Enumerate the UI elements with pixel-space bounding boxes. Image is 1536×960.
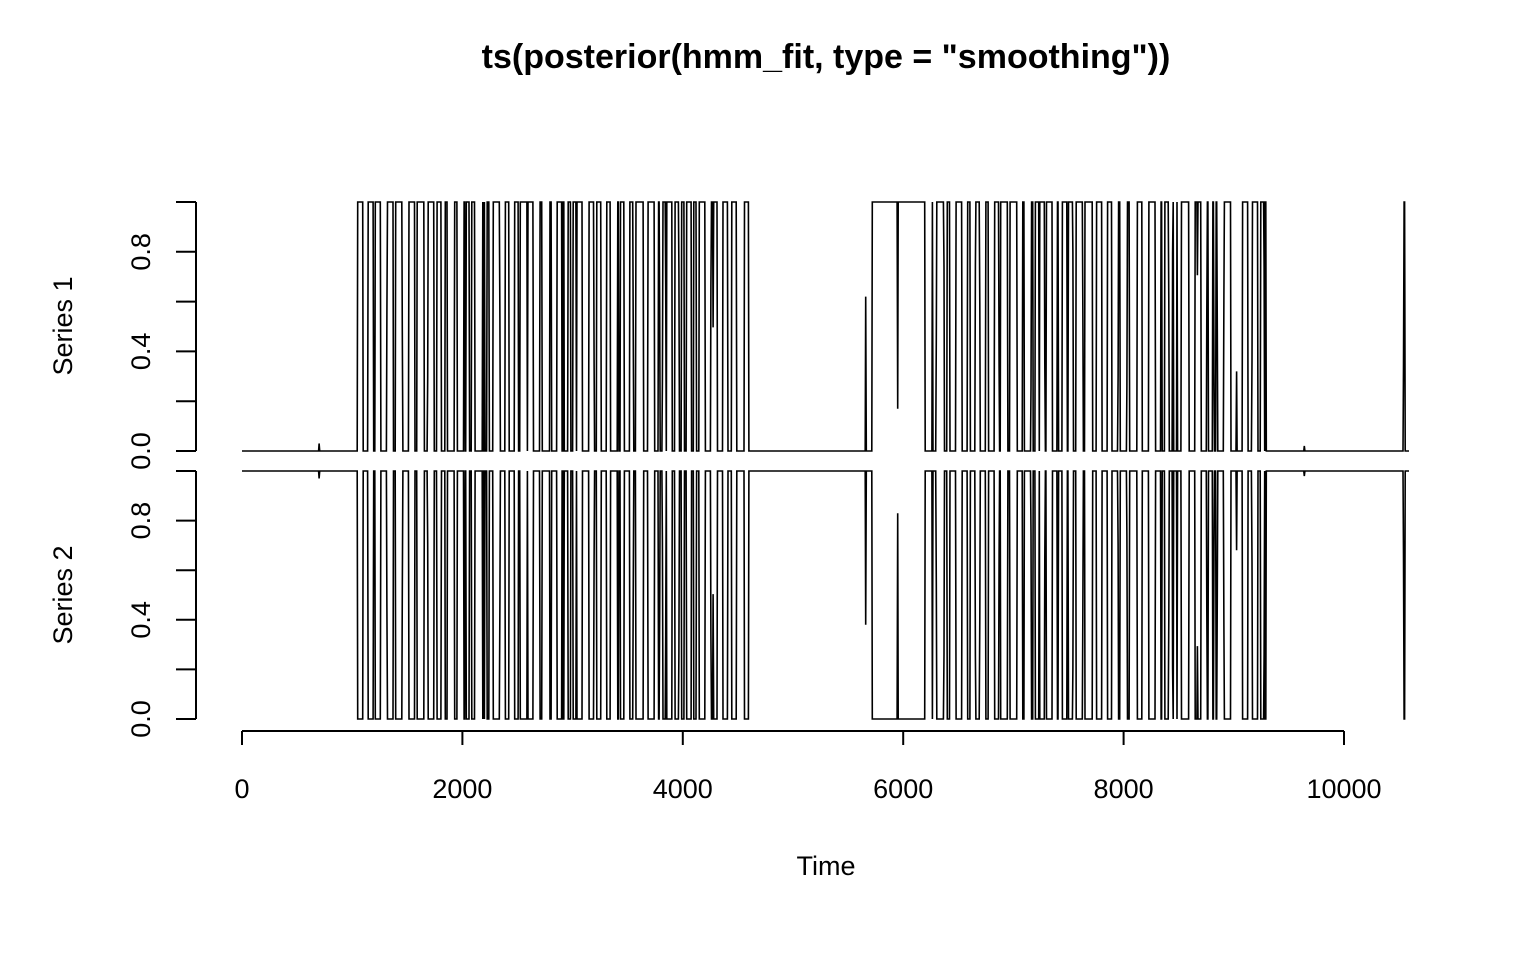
x-axis: 0 2000 4000 6000 8000 10000 xyxy=(234,730,1382,804)
panel-series-2: 0.0 0.4 0.8 Series 2 xyxy=(48,470,1409,738)
x-tick-label-10000: 10000 xyxy=(1306,774,1381,804)
y-tick-label-series-2-0.4: 0.4 xyxy=(126,601,156,639)
x-tick-label-2000: 2000 xyxy=(432,774,492,804)
y-tick-label-series-1-0.4: 0.4 xyxy=(126,333,156,371)
ylabel-series-2: Series 2 xyxy=(48,545,78,644)
ylabel-series-1: Series 1 xyxy=(48,276,78,375)
y-tick-label-series-1-0.8: 0.8 xyxy=(126,233,156,271)
series-1-line xyxy=(242,201,1409,452)
y-tick-label-series-1-0.0: 0.0 xyxy=(126,432,156,470)
chart-title: ts(posterior(hmm_fit, type = "smoothing"… xyxy=(482,38,1171,76)
y-ticks-series-1: 0.0 0.4 0.8 xyxy=(126,201,196,470)
x-axis-label: Time xyxy=(797,851,856,881)
series-2-line xyxy=(242,470,1409,720)
x-tick-label-6000: 6000 xyxy=(873,774,933,804)
x-tick-label-4000: 4000 xyxy=(653,774,713,804)
y-tick-label-series-2-0.0: 0.0 xyxy=(126,700,156,738)
y-tick-label-series-2-0.8: 0.8 xyxy=(126,502,156,540)
x-tick-label-0: 0 xyxy=(234,774,249,804)
panel-series-1: 0.0 0.4 0.8 Series 1 xyxy=(48,201,1409,470)
y-ticks-series-2: 0.0 0.4 0.8 xyxy=(126,470,196,738)
x-ticks: 0 2000 4000 6000 8000 10000 xyxy=(234,731,1382,804)
x-tick-label-8000: 8000 xyxy=(1094,774,1154,804)
